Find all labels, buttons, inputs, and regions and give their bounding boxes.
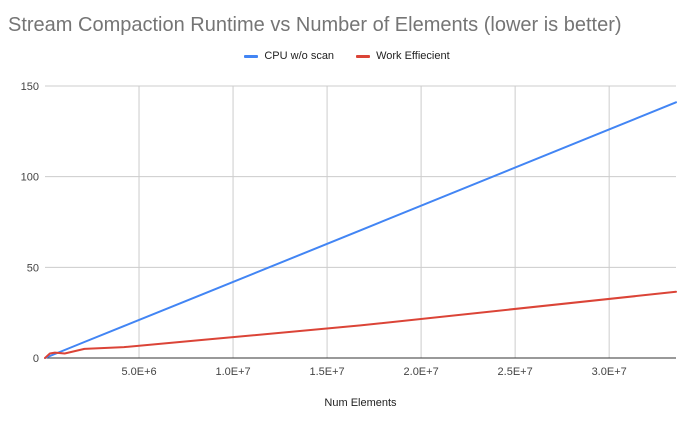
x-tick-label: 2.5E+7 [498, 366, 533, 378]
legend-label-work-efficient: Work Effiecient [376, 50, 450, 62]
series-line-1 [44, 290, 677, 359]
x-tick-label: 3.0E+7 [592, 366, 627, 378]
chart-legend: CPU w/o scan Work Effiecient [0, 50, 694, 62]
x-tick-label: 5.0E+6 [121, 366, 156, 378]
x-tick-label: 1.5E+7 [309, 366, 344, 378]
y-tick-label: 0 [33, 353, 39, 365]
x-tick-label: 2.0E+7 [404, 366, 439, 378]
legend-item-cpu[interactable]: CPU w/o scan [244, 50, 334, 62]
series-line-0 [44, 101, 677, 359]
x-axis-title: Num Elements [324, 397, 397, 409]
chart-title: Stream Compaction Runtime vs Number of E… [8, 14, 622, 36]
y-tick-label: 150 [21, 81, 39, 93]
legend-swatch-work-efficient [356, 54, 371, 58]
y-tick-label: 100 [21, 172, 39, 184]
x-tick-label: 1.0E+7 [215, 366, 250, 378]
legend-label-cpu: CPU w/o scan [264, 50, 335, 62]
y-tick-label: 50 [27, 262, 39, 274]
legend-swatch-cpu [244, 54, 259, 58]
legend-item-work-efficient[interactable]: Work Effiecient [356, 50, 450, 62]
